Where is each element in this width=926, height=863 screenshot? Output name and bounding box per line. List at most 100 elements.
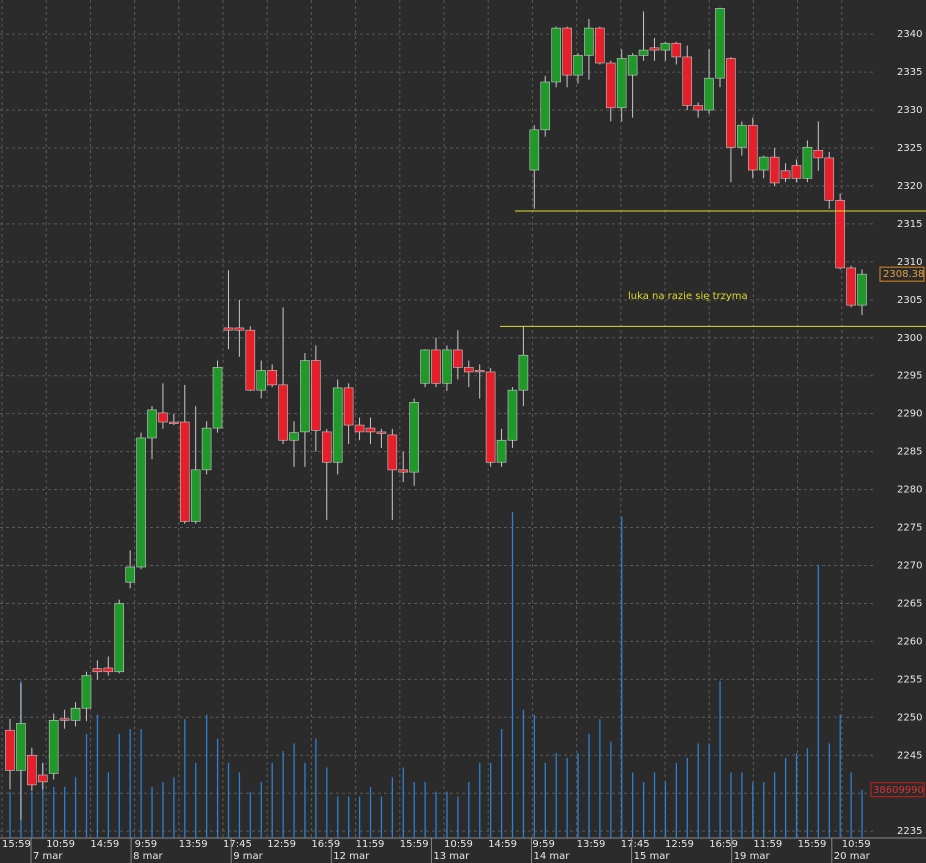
volume-bar bbox=[31, 791, 33, 838]
candle-body bbox=[311, 360, 321, 431]
volume-bar bbox=[227, 762, 230, 838]
annotation: luka na razie się trzyma bbox=[628, 291, 748, 302]
volume-bar bbox=[763, 782, 765, 838]
x-tick-label: 14:59 bbox=[90, 839, 119, 850]
volume-bar bbox=[435, 791, 437, 838]
candle-body bbox=[540, 81, 551, 131]
candle-body bbox=[442, 349, 452, 384]
volume-bar bbox=[260, 782, 262, 838]
volume-bar bbox=[599, 719, 601, 838]
volume-bar bbox=[129, 729, 131, 838]
candle-body bbox=[16, 723, 26, 771]
candle-body bbox=[835, 200, 845, 269]
candle-body bbox=[595, 27, 605, 64]
x-tick-label: 17:45 bbox=[223, 839, 252, 850]
candle-body bbox=[409, 402, 419, 473]
candle-body bbox=[715, 8, 725, 79]
volume-bar bbox=[839, 714, 841, 838]
volume-bar bbox=[216, 738, 219, 838]
candle-body bbox=[660, 42, 671, 51]
candle-body bbox=[289, 432, 299, 441]
y-tick-label: 2280 bbox=[897, 485, 922, 496]
date-label: 15 mar bbox=[634, 851, 671, 862]
candle-body bbox=[638, 49, 649, 56]
x-tick-label: 17:45 bbox=[621, 839, 650, 850]
x-tick-label: 16:59 bbox=[709, 839, 738, 850]
y-tick-label: 2320 bbox=[897, 181, 922, 192]
candle-body bbox=[846, 267, 856, 306]
candle-body bbox=[463, 367, 474, 373]
volume-bar bbox=[850, 772, 852, 838]
volume-bar bbox=[719, 680, 721, 838]
volume-bar bbox=[162, 782, 164, 838]
volume-bar bbox=[424, 782, 426, 838]
volume-bar bbox=[621, 516, 623, 838]
volume-bar bbox=[784, 757, 787, 838]
candle-body bbox=[802, 146, 813, 179]
candle-body bbox=[584, 27, 594, 56]
y-tick-label: 2340 bbox=[897, 29, 922, 40]
y-tick-label: 2310 bbox=[897, 257, 922, 268]
candle-body bbox=[48, 720, 59, 774]
candle-body bbox=[857, 273, 867, 306]
candle-body bbox=[179, 421, 190, 522]
y-tick-label: 2255 bbox=[897, 674, 922, 685]
volume-bar bbox=[861, 789, 863, 838]
y-tick-label: 2265 bbox=[897, 598, 922, 609]
y-tick-label: 2330 bbox=[897, 105, 922, 116]
volume-bar bbox=[271, 762, 273, 838]
volume-bar bbox=[96, 714, 99, 838]
y-tick-label: 2295 bbox=[897, 371, 922, 382]
candle-body bbox=[92, 668, 103, 673]
candle-body bbox=[114, 603, 125, 673]
y-tick-label: 2245 bbox=[897, 750, 922, 761]
volume-bar bbox=[206, 714, 208, 838]
candle-body bbox=[627, 55, 638, 76]
candle-body bbox=[201, 427, 212, 471]
volume-bar bbox=[42, 762, 44, 838]
volume-bar bbox=[490, 762, 492, 838]
volume-bar bbox=[140, 729, 142, 838]
volume-bar bbox=[413, 782, 415, 838]
x-tick-label: 16:59 bbox=[311, 839, 340, 850]
volume-bar bbox=[304, 762, 306, 838]
x-tick-label: 11:59 bbox=[356, 839, 385, 850]
candle-body bbox=[671, 42, 682, 58]
candle-body bbox=[147, 409, 157, 439]
candle-body bbox=[605, 62, 616, 109]
candle-body bbox=[420, 349, 430, 384]
candle-body bbox=[518, 354, 529, 391]
candle-body bbox=[824, 157, 835, 201]
candle-body bbox=[212, 367, 223, 429]
x-tick-label: 11:59 bbox=[753, 839, 782, 850]
candle-body bbox=[529, 129, 540, 171]
last-price-label: 2308.38 bbox=[883, 269, 924, 280]
volume-bar bbox=[774, 772, 776, 838]
candle-body bbox=[278, 384, 288, 441]
candle-body bbox=[769, 156, 780, 184]
volume-bar bbox=[752, 782, 754, 838]
volume-bar bbox=[653, 772, 656, 838]
candle-body bbox=[573, 55, 583, 76]
candle-body bbox=[682, 56, 693, 106]
candle-body bbox=[737, 124, 747, 148]
candle-body bbox=[169, 421, 179, 424]
y-tick-label: 2290 bbox=[897, 409, 922, 420]
volume-bar bbox=[315, 738, 317, 838]
volume-bar bbox=[468, 782, 470, 838]
candle-body bbox=[256, 370, 267, 391]
y-tick-label: 2250 bbox=[897, 712, 922, 723]
volume-bar bbox=[118, 733, 120, 838]
candle-body bbox=[158, 412, 168, 423]
volume-bar bbox=[511, 512, 514, 838]
candle-body bbox=[332, 387, 343, 463]
candle-body bbox=[136, 437, 146, 568]
candle-body bbox=[365, 427, 376, 433]
candle-body bbox=[474, 370, 485, 373]
last-volume-box bbox=[870, 782, 925, 798]
date-label: 13 mar bbox=[433, 851, 470, 862]
date-label: 19 mar bbox=[734, 851, 771, 862]
volume-bar bbox=[457, 796, 459, 838]
volume-bar bbox=[85, 733, 88, 838]
